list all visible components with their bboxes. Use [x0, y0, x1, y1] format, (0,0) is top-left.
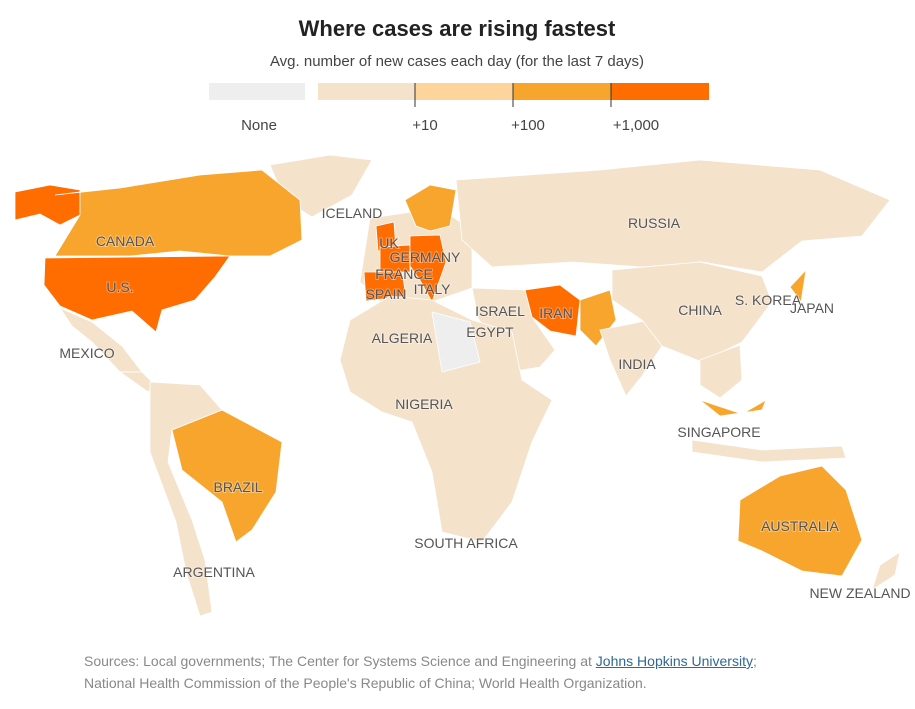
legend-swatch [415, 83, 513, 100]
legend-label: +1,000 [613, 117, 659, 134]
legend-swatch [209, 83, 305, 100]
africa [339, 295, 553, 543]
country-label: ALGERIA [372, 330, 433, 346]
country-label: SINGAPORE [677, 424, 760, 440]
legend: None +10 +100 +1,000 [209, 83, 709, 134]
country-label: UK [379, 235, 399, 251]
legend-swatch [318, 83, 415, 100]
legend-swatch [513, 83, 611, 100]
country-label: SPAIN [366, 286, 407, 302]
country-label: ISRAEL [475, 303, 525, 319]
country-label: IRAN [539, 305, 572, 321]
malaysia [699, 399, 767, 417]
country-label: AUSTRALIA [761, 518, 839, 534]
indonesia [691, 439, 847, 463]
title: Where cases are rising fastest [299, 16, 616, 41]
alaska [14, 184, 81, 226]
australia [737, 465, 863, 577]
country-label: SOUTH AFRICA [414, 535, 518, 551]
sources: Sources: Local governments; The Center f… [84, 650, 757, 694]
countries [14, 154, 901, 617]
legend-label: +100 [511, 117, 545, 134]
country-label: GERMANY [390, 249, 461, 265]
country-label: MEXICO [59, 345, 114, 361]
country-label: ARGENTINA [173, 564, 255, 580]
source-link[interactable]: Johns Hopkins University [595, 653, 753, 669]
country-label: S. KOREA [735, 292, 802, 308]
country-label: EGYPT [466, 324, 514, 340]
country-label: BRAZIL [213, 479, 262, 495]
legend-label: +10 [412, 117, 437, 134]
country-label: RUSSIA [628, 215, 681, 231]
us [43, 255, 231, 333]
iran [524, 284, 581, 337]
country-label: FRANCE [375, 266, 433, 282]
new-zealand [871, 551, 901, 591]
brazil [171, 409, 283, 543]
sahara-no-data [431, 311, 481, 373]
sources-text: ; [752, 653, 757, 669]
france [379, 244, 411, 273]
country-label: JAPAN [790, 300, 834, 316]
country-label: ITALY [414, 281, 451, 297]
subtitle: Avg. number of new cases each day (for t… [270, 53, 644, 70]
se-asia [699, 344, 743, 399]
russia [455, 159, 891, 273]
map-graphic: Where cases are rising fastest Avg. numb… [14, 16, 912, 617]
sources-text: National Health Commission of the People… [84, 675, 647, 691]
country-labels: ICELAND RUSSIA CANADA UK GERMANY FRANCE … [58, 204, 911, 602]
scandinavia [404, 184, 457, 232]
country-label: ICELAND [322, 205, 383, 221]
spain [363, 271, 407, 302]
sources-text: Sources: Local governments; The Center f… [84, 653, 596, 669]
japan [789, 268, 807, 304]
country-label: INDIA [618, 356, 656, 372]
canada [54, 169, 303, 257]
legend-label: None [241, 117, 277, 134]
country-label: U.S. [106, 279, 133, 295]
country-label: NEW ZEALAND [809, 585, 910, 601]
country-label: NIGERIA [395, 396, 453, 412]
country-label: CHINA [678, 302, 722, 318]
legend-swatch [611, 83, 709, 100]
country-label: CANADA [96, 233, 155, 249]
